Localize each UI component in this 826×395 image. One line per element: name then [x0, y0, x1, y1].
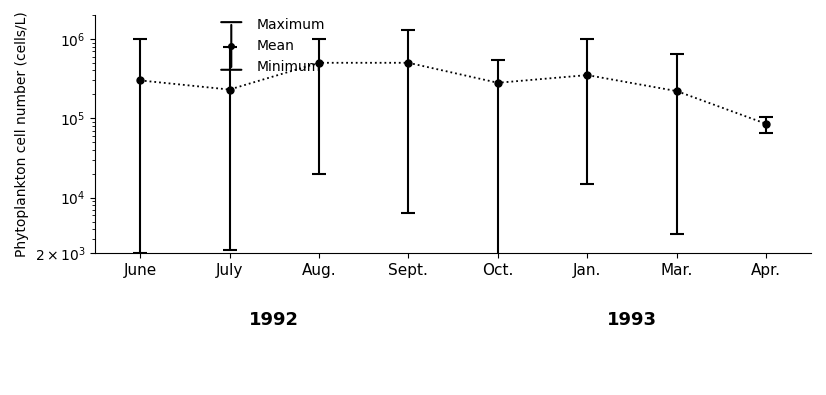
Text: 1993: 1993 — [607, 310, 657, 329]
Text: Minimum: Minimum — [256, 60, 320, 74]
Text: 1992: 1992 — [249, 310, 299, 329]
Text: Maximum: Maximum — [256, 17, 325, 32]
Text: Mean: Mean — [256, 39, 294, 53]
Y-axis label: Phytoplankton cell number (cells/L): Phytoplankton cell number (cells/L) — [15, 11, 29, 257]
